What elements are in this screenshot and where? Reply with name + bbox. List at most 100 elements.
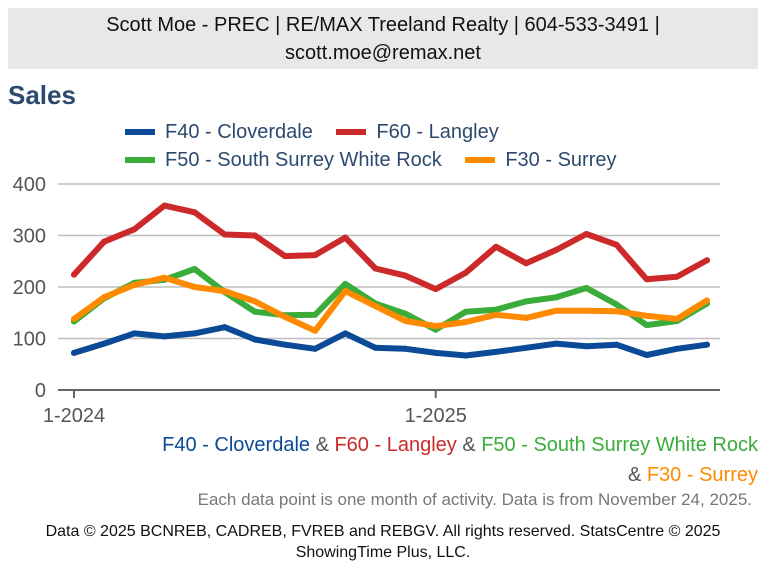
data-point-2 — [402, 310, 409, 317]
data-point-1 — [553, 246, 560, 253]
data-point-0 — [523, 344, 530, 351]
data-point-1 — [402, 272, 409, 279]
caption-langley: F60 - Langley — [334, 434, 457, 456]
data-point-2 — [191, 265, 198, 272]
data-point-3 — [251, 298, 258, 305]
data-point-2 — [493, 306, 499, 313]
data-point-2 — [523, 298, 530, 305]
data-point-1 — [523, 260, 530, 267]
legend-item-south-surrey[interactable]: F50 - South Surrey White Rock — [125, 149, 442, 172]
line-chart: 0 100 200 300 400 1-2024 1-2025 — [13, 174, 720, 427]
data-point-3 — [372, 303, 379, 310]
data-point-0 — [643, 351, 650, 358]
legend-label-cloverdale: F40 - Cloverdale — [165, 120, 313, 143]
data-point-3 — [161, 274, 168, 281]
y-tick-label: 300 — [13, 226, 46, 248]
data-point-0 — [251, 336, 258, 343]
legend-item-cloverdale[interactable]: F40 - Cloverdale — [125, 121, 313, 144]
series-line-3 — [71, 274, 710, 334]
x-tick-label: 1-2025 — [405, 405, 467, 427]
y-tick-label: 0 — [35, 380, 46, 402]
agent-header-line2: scott.moe@remax.net — [285, 42, 481, 64]
data-point-3 — [673, 315, 680, 322]
agent-header: Scott Moe - PREC | RE/MAX Treeland Realt… — [8, 8, 758, 69]
data-point-1 — [673, 273, 680, 280]
data-point-3 — [402, 317, 409, 324]
data-point-2 — [342, 280, 349, 287]
data-point-1 — [312, 252, 319, 259]
data-note: Each data point is one month of activity… — [197, 490, 752, 509]
data-point-1 — [251, 232, 258, 239]
series-caption: F40 - Cloverdale & F60 - Langley & F50 -… — [138, 430, 758, 490]
data-point-0 — [432, 349, 439, 356]
data-point-3 — [342, 288, 349, 295]
data-point-0 — [342, 330, 349, 337]
data-point-3 — [462, 319, 469, 326]
data-point-1 — [704, 257, 710, 264]
data-point-0 — [704, 341, 710, 348]
data-point-0 — [131, 330, 138, 337]
x-tick-label: 1-2024 — [43, 405, 105, 427]
data-point-1 — [643, 276, 650, 283]
caption-surrey: F30 - Surrey — [646, 464, 758, 486]
data-point-0 — [462, 352, 469, 359]
data-point-1 — [342, 234, 349, 241]
legend-label-langley: F60 - Langley — [376, 120, 499, 143]
series-line-2 — [71, 266, 710, 333]
data-point-3 — [613, 308, 620, 315]
data-point-1 — [493, 243, 499, 250]
caption-south-surrey: F50 - South Surrey White Rock — [481, 434, 758, 456]
data-point-1 — [101, 238, 108, 245]
data-point-3 — [523, 314, 530, 321]
caption-separator: & — [627, 464, 647, 486]
legend-swatch-langley — [336, 129, 367, 135]
data-point-2 — [583, 285, 590, 292]
data-point-2 — [312, 311, 319, 318]
data-point-2 — [613, 301, 620, 308]
data-point-3 — [71, 315, 77, 322]
data-point-1 — [432, 286, 439, 293]
data-point-3 — [131, 281, 138, 288]
data-point-0 — [372, 344, 379, 351]
data-point-1 — [161, 202, 168, 209]
caption-separator: & — [456, 434, 482, 456]
data-point-3 — [553, 307, 560, 314]
data-point-0 — [613, 341, 620, 348]
data-point-3 — [643, 312, 650, 319]
caption-cloverdale: F40 - Cloverdale — [162, 434, 311, 456]
data-point-0 — [493, 348, 499, 355]
data-point-3 — [704, 297, 710, 304]
data-point-0 — [191, 330, 198, 337]
y-tick-label: 200 — [13, 277, 46, 299]
legend-item-surrey[interactable]: F30 - Surrey — [465, 148, 617, 172]
data-point-0 — [583, 343, 590, 350]
data-point-1 — [583, 230, 590, 237]
data-point-3 — [312, 327, 319, 334]
data-point-3 — [221, 288, 228, 295]
data-point-3 — [191, 284, 198, 290]
data-point-0 — [282, 341, 288, 348]
data-point-0 — [101, 340, 108, 347]
data-point-1 — [71, 271, 77, 278]
data-point-0 — [71, 349, 77, 356]
chart-title: Sales — [8, 80, 76, 110]
data-point-2 — [462, 308, 469, 315]
legend-item-langley[interactable]: F60 - Langley — [336, 120, 499, 144]
legend-label-south-surrey: F50 - South Surrey White Rock — [165, 148, 442, 171]
series-line-0 — [71, 324, 710, 359]
data-point-0 — [673, 345, 680, 352]
data-point-3 — [282, 313, 288, 320]
caption-separator: & — [310, 434, 335, 456]
data-point-1 — [462, 269, 469, 276]
agent-header-line1: Scott Moe - PREC | RE/MAX Treeland Realt… — [106, 14, 660, 36]
data-point-0 — [402, 345, 409, 352]
data-point-3 — [432, 323, 439, 330]
data-point-1 — [613, 241, 620, 248]
copyright-footer: Data © 2025 BCNREB, CADREB, FVREB and RE… — [45, 523, 721, 561]
legend-label-surrey: F30 - Surrey — [505, 148, 617, 171]
data-point-3 — [101, 294, 108, 301]
data-point-0 — [312, 345, 319, 352]
data-point-1 — [221, 231, 228, 238]
data-point-0 — [221, 324, 228, 331]
data-point-3 — [493, 311, 499, 318]
